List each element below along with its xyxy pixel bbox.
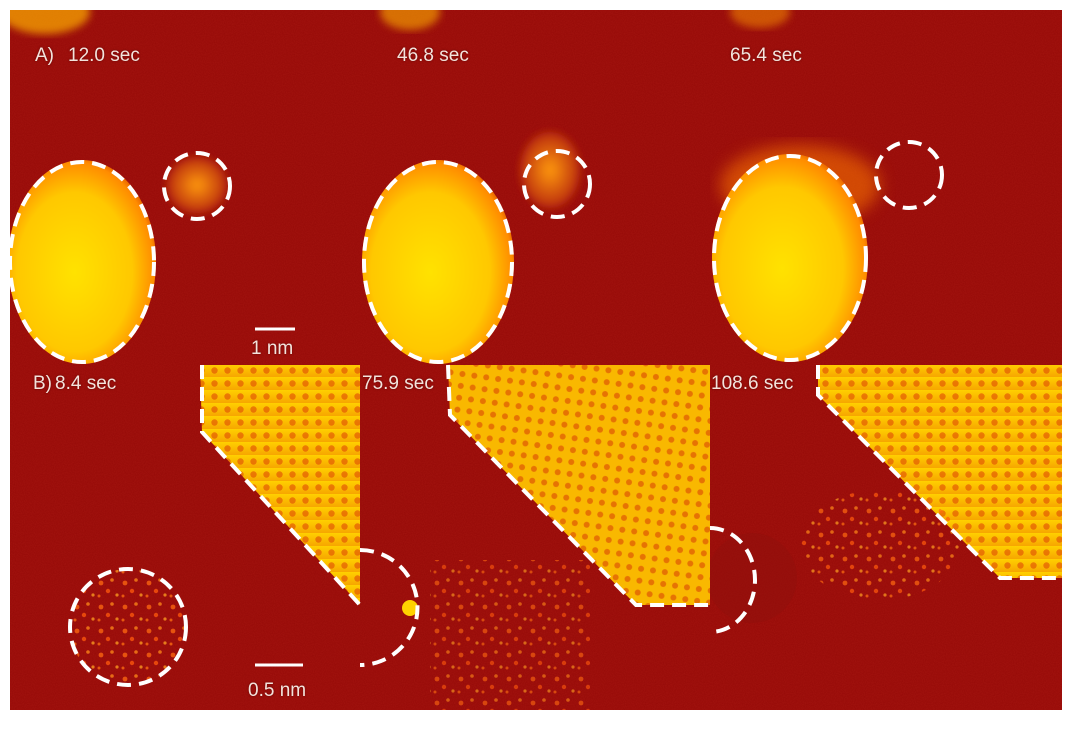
outline-cluster-b3 [709, 526, 757, 634]
outline-crystal-edge-b3 [816, 365, 1062, 580]
frame-b1 [10, 365, 360, 710]
time-label-b2: 75.9 sec [362, 373, 434, 394]
scale-bar-label-a: 1 nm [251, 338, 294, 359]
frame-b3 [710, 365, 1062, 710]
outline-nanoparticle-a1 [8, 160, 156, 364]
time-label-b1: 8.4 sec [55, 373, 117, 394]
time-label-a2: 46.8 sec [397, 45, 469, 66]
frame-a3 [710, 10, 1062, 365]
outline-crystal-edge-b1 [200, 365, 362, 607]
outline-cluster-a2 [522, 149, 592, 219]
outline-cluster-b2 [359, 548, 420, 667]
panel-label-b: B) [33, 373, 52, 394]
outline-cluster-b1 [68, 567, 188, 687]
outline-cluster-a1 [162, 151, 232, 221]
outline-cluster-a3 [874, 140, 944, 210]
panel-label-a: A) [35, 45, 54, 66]
time-label-a1: 12.0 sec [68, 45, 140, 66]
scale-bar-label-b: 0.5 nm [248, 680, 307, 701]
outline-crystal-edge-b2 [446, 364, 710, 607]
frame-b2 [360, 365, 710, 710]
frame-a1 [10, 10, 360, 365]
outline-nanoparticle-a2 [362, 160, 514, 364]
time-label-b3: 108.6 sec [711, 373, 794, 394]
time-label-a3: 65.4 sec [730, 45, 802, 66]
frame-a2 [360, 10, 710, 365]
outline-nanoparticle-a3 [712, 154, 868, 362]
